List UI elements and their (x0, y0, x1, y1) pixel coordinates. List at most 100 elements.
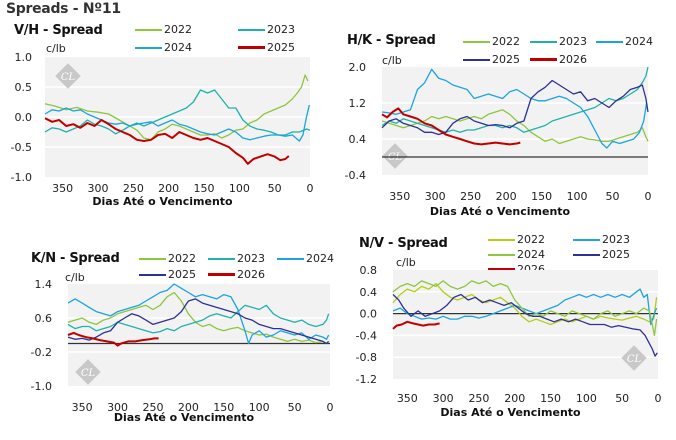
legend-item-2025: 2025 (139, 268, 196, 281)
legend-label: 2024 (164, 41, 192, 54)
legend-item-2023: 2023 (238, 23, 295, 36)
x-tick-label: 300 (107, 401, 128, 414)
legend-label: 2023 (559, 35, 587, 48)
legend-item-2025: 2025 (573, 248, 630, 261)
page-title: Spreads - Nº11 (6, 1, 121, 17)
x-axis-label: Dias Até o Vencimento (430, 205, 571, 218)
x-tick-label: 200 (158, 182, 179, 195)
x-tick-label: 350 (397, 392, 418, 405)
watermark-logo-icon (75, 359, 101, 385)
watermark-text: CL (81, 368, 96, 379)
legend-item-2026: 2026 (530, 53, 587, 66)
y-unit-label: c/lb (46, 42, 66, 55)
legend-swatch (530, 40, 557, 43)
legend-item-2025: 2025 (463, 53, 520, 66)
x-tick-label: 350 (52, 182, 73, 195)
legend-swatch (488, 253, 515, 256)
legend-item-2024: 2024 (488, 248, 545, 261)
y-tick-label: 0.5 (15, 81, 33, 94)
x-tick-label: 300 (433, 392, 454, 405)
series-line-2026 (381, 107, 521, 146)
y-tick-label: -0.4 (345, 169, 366, 182)
y-tick-label: 1.2 (349, 97, 367, 110)
y-tick-label: 1.0 (15, 51, 33, 64)
y-unit-label: c/lb (65, 271, 85, 284)
watermark-logo-icon (55, 63, 81, 89)
y-tick-label: 2.0 (349, 61, 367, 74)
y-tick-label: -0.2 (31, 346, 52, 359)
series-line-2026 (67, 331, 159, 347)
x-axis-label: Dias Até o Vencimento (114, 411, 255, 424)
legend-item-2022: 2022 (139, 252, 196, 265)
x-tick-label: 150 (531, 190, 552, 203)
series-line-2022 (67, 291, 330, 345)
legend-swatch (139, 273, 166, 276)
legend-swatch (463, 58, 490, 61)
y-tick-label: -0.5 (11, 141, 32, 154)
legend-label: 2026 (559, 53, 587, 66)
x-tick-label: 300 (88, 182, 109, 195)
series-line-2024 (44, 104, 310, 142)
legend-label: 2024 (625, 35, 653, 48)
y-tick-label: 0.6 (35, 312, 53, 325)
legend-swatch (596, 40, 623, 43)
plot-area (68, 284, 330, 386)
y-tick-label: 0.8 (360, 264, 378, 277)
x-tick-label: 350 (72, 401, 93, 414)
series-line-2022 (44, 74, 309, 141)
x-tick-label: 50 (268, 182, 282, 195)
legend-item-2023: 2023 (530, 35, 587, 48)
x-tick-label: 350 (389, 190, 410, 203)
x-tick-label: 0 (645, 190, 652, 203)
x-tick-label: 100 (249, 401, 270, 414)
y-tick-label: 0.0 (15, 111, 33, 124)
legend-item-2024: 2024 (596, 35, 653, 48)
x-tick-label: 100 (229, 182, 250, 195)
legend-item-2022: 2022 (488, 233, 545, 246)
legend-item-2026: 2026 (208, 268, 265, 281)
legend-item-2024: 2024 (135, 41, 192, 54)
x-tick-label: 150 (213, 401, 234, 414)
legend-item-2024: 2024 (277, 252, 334, 265)
x-tick-label: 300 (425, 190, 446, 203)
x-tick-label: 150 (540, 392, 561, 405)
y-tick-label: -0.4 (356, 329, 377, 342)
chart-vh-spread: V/H - Spread c/lb 2022 2023 2024 2025 (0, 0, 340, 225)
series-line-2023 (67, 304, 330, 334)
legend-label: 2024 (306, 252, 334, 265)
legend-swatch (135, 28, 162, 31)
legend-label: 2023 (602, 233, 630, 246)
x-tick-label: 250 (123, 182, 144, 195)
series-line-2022 (392, 282, 658, 326)
y-tick-label: -1.0 (31, 380, 52, 393)
legend-swatch (488, 238, 515, 241)
y-unit-label: c/lb (396, 256, 416, 269)
y-tick-label: -1.2 (356, 373, 377, 386)
watermark-text: CL (627, 354, 642, 365)
legend-swatch (573, 238, 600, 241)
chart-hk-spread: H/K - Spread c/lb 2022 2023 2024 2025 20… (347, 33, 653, 67)
legend-swatch (573, 253, 600, 256)
legend-label: 2025 (168, 268, 196, 281)
y-tick-label: -1.0 (11, 171, 32, 184)
legend-item-2023: 2023 (208, 252, 265, 265)
chart-title: N/V - Spread (359, 236, 448, 251)
legend-label: 2023 (237, 252, 265, 265)
chart-title: H/K - Spread (347, 33, 436, 48)
series-line-2023 (44, 89, 311, 136)
legend-label: 2022 (492, 35, 520, 48)
legend-item-2025: 2025 (238, 41, 295, 54)
y-tick-label: 0.0 (360, 308, 378, 321)
legend-label: 2022 (168, 252, 196, 265)
legend-swatch (530, 58, 557, 61)
legend-swatch (488, 268, 515, 271)
series-line-2025 (67, 298, 330, 345)
series-line-2025 (381, 79, 649, 136)
x-tick-label: 200 (496, 190, 517, 203)
x-tick-label: 250 (142, 401, 163, 414)
legend-label: 2025 (492, 53, 520, 66)
series-line-2026 (392, 320, 440, 330)
series-line-2025 (392, 293, 658, 357)
y-unit-label: c/lb (382, 54, 402, 67)
